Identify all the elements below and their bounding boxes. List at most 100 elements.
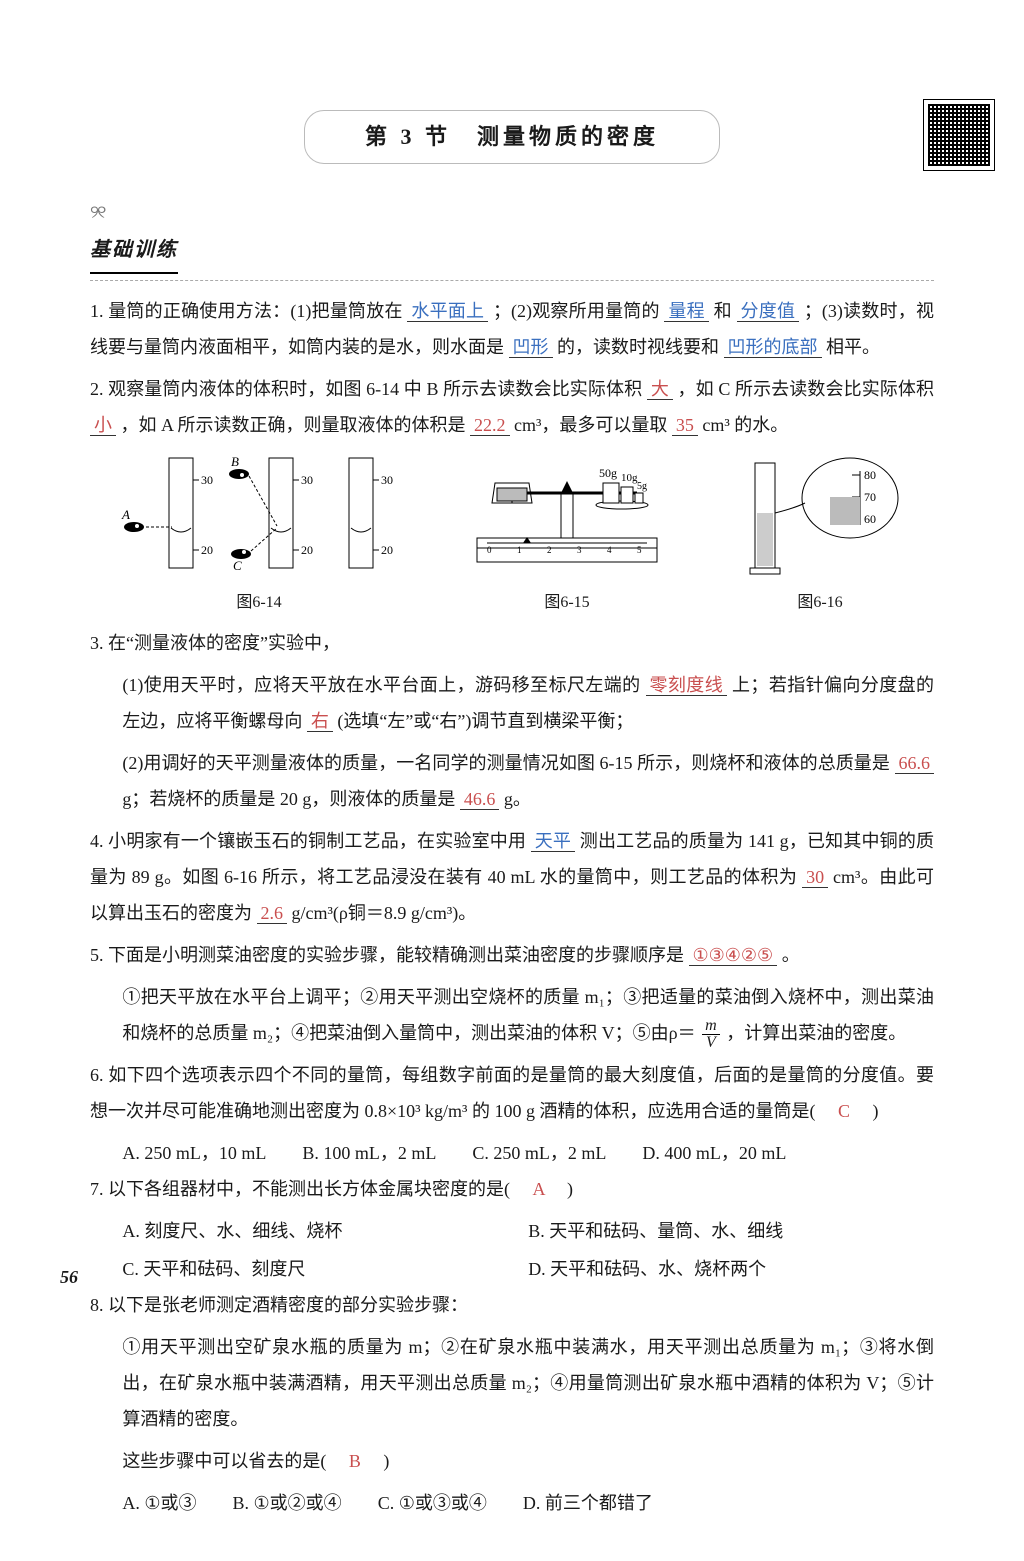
figure-caption: 图6-16 <box>735 587 905 619</box>
q3-lead: 3. 在“测量液体的密度”实验中， <box>90 633 340 653</box>
q8-choice-b: B. ①或②或④ <box>233 1485 342 1521</box>
q3-2-blank-1: 66.6 <box>895 753 935 774</box>
q2-blank-1: 大 <box>647 379 673 400</box>
q6-choices: A. 250 mL，10 mL B. 100 mL，2 mL C. 250 mL… <box>90 1135 934 1171</box>
cylinder-eyes-diagram: 30 20 A 30 20 B <box>119 453 399 583</box>
q1-text: 相平。 <box>826 337 880 357</box>
q2-text: ，如 A 所示读数正确，则量取液体的体积是 <box>121 415 466 435</box>
question-4: 4. 小明家有一个镶嵌玉石的铜制工艺品，在实验室中用 天平 测出工艺品的质量为 … <box>90 823 934 931</box>
question-2: 2. 观察量筒内液体的体积时，如图 6-14 中 B 所示去读数会比实际体积 大… <box>90 371 934 443</box>
fraction-m-over-v: mV <box>702 1018 720 1051</box>
q1-text: 1. 量筒的正确使用方法：(1)把量筒放在 <box>90 301 403 321</box>
svg-text:3: 3 <box>577 545 582 555</box>
question-3-1: (1)使用天平时，应将天平放在水平台面上，游码移至标尺左端的 零刻度线 上；若指… <box>90 667 934 739</box>
q7-stem: ) <box>549 1179 573 1199</box>
q6-choice-a: A. 250 mL，10 mL <box>122 1135 266 1171</box>
q2-text: ，如 C 所示去读数会比实际体积 <box>678 379 934 399</box>
svg-text:0: 0 <box>487 545 492 555</box>
balance-diagram: 50g 10g 5g 012 345 <box>457 453 677 583</box>
q1-text: 和 <box>714 301 732 321</box>
q1-blank-3: 分度值 <box>737 301 800 322</box>
q5-answer: ①③④②⑤ <box>689 945 778 966</box>
svg-text:C: C <box>233 558 242 573</box>
q7-choice-c: C. 天平和砝码、刻度尺 <box>122 1251 528 1287</box>
q6-choice-c: C. 250 mL，2 mL <box>472 1135 606 1171</box>
q6-choice-b: B. 100 mL，2 mL <box>302 1135 436 1171</box>
q2-blank-4: 35 <box>672 415 698 436</box>
q5-body-text: ，计算出菜油的密度。 <box>726 1023 906 1043</box>
q3-2-text: (2)用调好的天平测量液体的质量，一名同学的测量情况如图 6-15 所示，则烧杯… <box>122 753 890 773</box>
figure-6-15: 50g 10g 5g 012 345 图6-15 <box>457 453 677 619</box>
q3-1-blank-1: 零刻度线 <box>646 675 728 696</box>
q5-text: 。 <box>782 945 800 965</box>
q8-stem: 8. 以下是张老师测定酒精密度的部分实验步骤： <box>90 1295 468 1315</box>
q1-blank-1: 水平面上 <box>407 301 488 322</box>
svg-text:20: 20 <box>381 543 393 557</box>
svg-text:30: 30 <box>201 473 213 487</box>
question-8-ask: 这些步骤中可以省去的是( B ) <box>90 1443 934 1479</box>
section-header: 第 3 节 测量物质的密度 <box>90 110 934 164</box>
figure-6-16: 80 70 60 图6-16 <box>735 453 905 619</box>
q8-body: ①用天平测出空矿泉水瓶的质量为 m；②在矿泉水瓶中装满水，用天平测出总质量为 m… <box>122 1337 934 1429</box>
q6-stem: ) <box>854 1101 878 1121</box>
q2-text: cm³ 的水。 <box>702 415 788 435</box>
subsection-title: 基础训练 <box>90 230 178 274</box>
q3-1-text: (选填“左”或“右”)调节直到横梁平衡； <box>337 711 633 731</box>
q2-blank-2: 小 <box>90 415 116 436</box>
question-8-body: ①用天平测出空矿泉水瓶的质量为 m；②在矿泉水瓶中装满水，用天平测出总质量为 m… <box>90 1329 934 1437</box>
question-7: 7. 以下各组器材中，不能测出长方体金属块密度的是( A ) <box>90 1171 934 1207</box>
svg-text:70: 70 <box>864 490 876 504</box>
question-3: 3. 在“测量液体的密度”实验中， <box>90 625 934 661</box>
q4-blank-1: 天平 <box>531 831 575 852</box>
svg-text:5: 5 <box>637 545 642 555</box>
figure-caption: 图6-14 <box>119 587 399 619</box>
q4-text: 4. 小明家有一个镶嵌玉石的铜制工艺品，在实验室中用 <box>90 831 526 851</box>
q2-text: cm³，最多可以量取 <box>514 415 667 435</box>
q6-answer: C <box>838 1101 850 1121</box>
svg-text:50g: 50g <box>599 466 617 480</box>
question-3-2: (2)用调好的天平测量液体的质量，一名同学的测量情况如图 6-15 所示，则烧杯… <box>90 745 934 817</box>
cylinder-zoom-diagram: 80 70 60 <box>735 453 905 583</box>
figure-row: 30 20 A 30 20 B <box>90 453 934 619</box>
q6-stem: 6. 如下四个选项表示四个不同的量筒，每组数字前面的是量筒的最大刻度值，后面的是… <box>90 1065 934 1121</box>
q4-blank-3: 2.6 <box>257 903 288 924</box>
svg-text:80: 80 <box>864 468 876 482</box>
q8-ask: 这些步骤中可以省去的是( <box>122 1451 344 1471</box>
q6-choice-d: D. 400 mL，20 mL <box>642 1135 786 1171</box>
q7-choice-b: B. 天平和砝码、量筒、水、细线 <box>528 1213 934 1249</box>
q8-choices: A. ①或③ B. ①或②或④ C. ①或③或④ D. 前三个都错了 <box>90 1485 934 1521</box>
svg-text:30: 30 <box>301 473 313 487</box>
divider <box>90 280 934 281</box>
q7-stem: 7. 以下各组器材中，不能测出长方体金属块密度的是( <box>90 1179 528 1199</box>
q8-answer: B <box>349 1451 361 1471</box>
subsection-header: ୨୧ 基础训练 <box>90 194 934 274</box>
figure-caption: 图6-15 <box>457 587 677 619</box>
q8-choice-c: C. ①或③或④ <box>378 1485 487 1521</box>
q8-choice-d: D. 前三个都错了 <box>523 1485 653 1521</box>
question-5: 5. 下面是小明测菜油密度的实验步骤，能较精确测出菜油密度的步骤顺序是 ①③④②… <box>90 937 934 973</box>
question-5-body: ①把天平放在水平台上调平；②用天平测出空烧杯的质量 m₁；③把适量的菜油倒入烧杯… <box>90 979 934 1051</box>
q7-choice-d: D. 天平和砝码、水、烧杯两个 <box>528 1251 934 1287</box>
q7-answer: A <box>533 1179 545 1199</box>
q1-text: 的，读数时视线要和 <box>557 337 719 357</box>
q4-blank-2: 30 <box>802 867 828 888</box>
q3-2-text: g；若烧杯的质量是 20 g，则液体的质量是 <box>122 789 455 809</box>
svg-text:4: 4 <box>607 545 612 555</box>
svg-text:5g: 5g <box>637 481 647 492</box>
q7-choice-a: A. 刻度尺、水、细线、烧杯 <box>122 1213 528 1249</box>
svg-text:60: 60 <box>864 512 876 526</box>
svg-text:20: 20 <box>301 543 313 557</box>
q8-choice-a: A. ①或③ <box>122 1485 196 1521</box>
q7-choices: A. 刻度尺、水、细线、烧杯 B. 天平和砝码、量筒、水、细线 C. 天平和砝码… <box>90 1213 934 1287</box>
svg-text:20: 20 <box>201 543 213 557</box>
question-8: 8. 以下是张老师测定酒精密度的部分实验步骤： <box>90 1287 934 1323</box>
q1-text: ；(2)观察所用量筒的 <box>493 301 660 321</box>
section-title: 第 3 节 测量物质的密度 <box>304 110 720 164</box>
question-1: 1. 量筒的正确使用方法：(1)把量筒放在 水平面上 ；(2)观察所用量筒的 量… <box>90 293 934 365</box>
q8-ask: ) <box>365 1451 389 1471</box>
ornament-icon: ୨୧ <box>90 194 934 230</box>
q3-2-text: g。 <box>504 789 531 809</box>
q3-1-text: (1)使用天平时，应将天平放在水平台面上，游码移至标尺左端的 <box>122 675 640 695</box>
q2-blank-3: 22.2 <box>470 415 510 436</box>
q4-text: g/cm³(ρ铜＝8.9 g/cm³)。 <box>292 903 477 923</box>
